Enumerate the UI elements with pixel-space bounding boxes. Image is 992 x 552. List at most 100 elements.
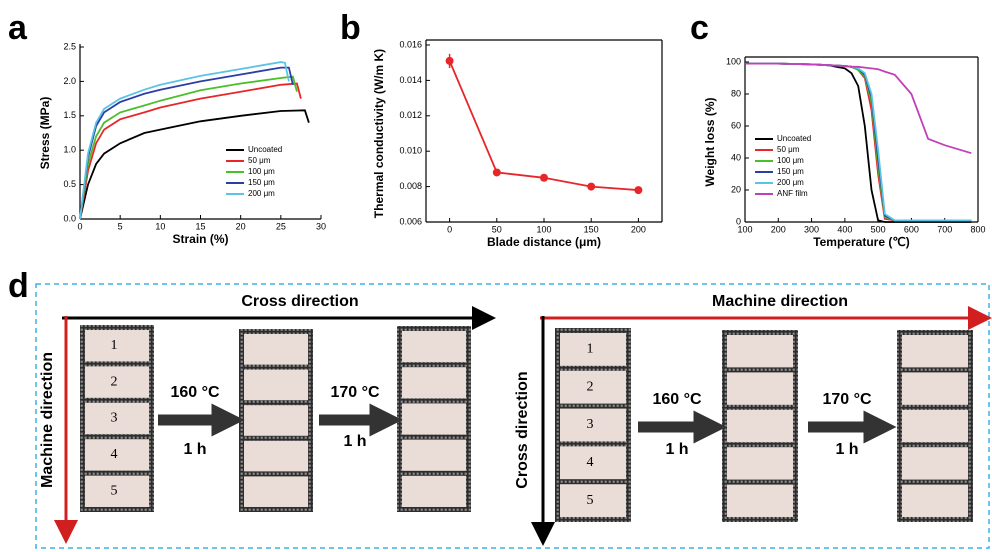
step-temperature: 170 °C	[822, 391, 872, 408]
y-axis-label: Thermal conductivity (W/m K)	[372, 49, 386, 218]
x-tick-label: 25	[276, 221, 286, 231]
legend-label: 100 μm	[248, 167, 275, 176]
step-temperature: 170 °C	[330, 384, 380, 401]
y-tick-label: 40	[731, 152, 741, 162]
y-tick-label: 0.016	[399, 39, 422, 49]
sample-number: 4	[111, 447, 118, 462]
x-axis-label: Strain (%)	[172, 232, 228, 246]
x-tick-label: 0	[77, 221, 82, 231]
series-line	[79, 75, 298, 220]
point	[445, 56, 454, 65]
step-time: 1 h	[665, 441, 688, 458]
panel-label: a	[8, 9, 28, 47]
y-tick-label: 1.0	[63, 145, 76, 155]
sample-number: 1	[111, 338, 118, 353]
x-tick-label: 600	[904, 224, 919, 234]
x-tick-label: 0	[447, 224, 452, 234]
panel-d-frame	[35, 283, 990, 549]
x-tick-label: 15	[195, 221, 205, 231]
panel-label: d	[8, 267, 29, 305]
point	[634, 186, 643, 195]
sample-number: 5	[587, 493, 594, 508]
legend-label: 150 μm	[777, 167, 804, 176]
y-tick-label: 100	[726, 56, 741, 66]
y-tick-label: 0	[736, 216, 741, 226]
step-temperature: 160 °C	[170, 384, 220, 401]
series-line	[448, 60, 639, 191]
sample-cell	[727, 372, 793, 405]
x-tick-label: 500	[871, 224, 886, 234]
sample-cell	[85, 402, 149, 435]
sample-number: 2	[111, 374, 118, 389]
sample-cell	[727, 335, 793, 368]
series-line	[745, 62, 972, 155]
x-tick-label: 200	[771, 224, 786, 234]
legend-label: 150 μm	[248, 178, 275, 187]
x-tick-label: 800	[970, 224, 985, 234]
y-tick-label: 60	[731, 120, 741, 130]
y-tick-label: 2.0	[63, 76, 76, 86]
y-tick-label: 0.0	[63, 213, 76, 223]
series-line	[79, 109, 310, 220]
sample-cell	[85, 366, 149, 398]
y-tick-label: 20	[731, 184, 741, 194]
sample-cell	[902, 409, 968, 443]
sample-cell	[902, 447, 968, 480]
y-axis-label: Weight loss (%)	[703, 97, 717, 186]
legend-label: 50 μm	[777, 145, 800, 154]
series-line	[79, 61, 290, 220]
x-tick-label: 300	[804, 224, 819, 234]
sample-cell	[560, 446, 626, 480]
sample-cell	[560, 333, 626, 366]
x-tick-label: 30	[316, 221, 326, 231]
sample-number: 5	[111, 484, 118, 499]
sample-number: 3	[587, 417, 594, 432]
sample-cell	[402, 331, 466, 363]
sample-cell	[244, 440, 308, 472]
panel-label: b	[340, 9, 361, 47]
y-tick-label: 0.010	[399, 146, 422, 156]
sample-number: 1	[587, 342, 594, 357]
y-tick-label: 0.5	[63, 179, 76, 189]
sample-cell	[402, 439, 466, 471]
sample-cell	[244, 369, 308, 401]
legend-label: 100 μm	[777, 156, 804, 165]
point	[587, 182, 596, 191]
sample-number: 4	[587, 455, 594, 470]
y-tick-label: 0.012	[399, 110, 422, 120]
sample-cell	[727, 409, 793, 443]
sample-cell	[85, 439, 149, 471]
y-tick-label: 0.006	[399, 216, 422, 226]
point	[540, 173, 548, 182]
sample-cell	[244, 334, 308, 365]
panel-label: c	[690, 9, 709, 47]
y-tick-label: 80	[731, 88, 741, 98]
x-axis-label: Temperature (℃)	[813, 235, 910, 249]
sample-number: 2	[587, 379, 594, 394]
x-tick-label: 100	[536, 224, 551, 234]
sample-cell	[727, 484, 793, 517]
direction-label: Machine direction	[712, 293, 848, 310]
direction-label: Cross direction	[514, 371, 531, 488]
direction-label: Cross direction	[241, 293, 358, 310]
sample-cell	[902, 335, 968, 368]
step-time: 1 h	[183, 441, 206, 458]
y-tick-label: 0.008	[399, 181, 422, 191]
sample-cell	[560, 408, 626, 442]
legend-label: 50 μm	[248, 156, 271, 165]
sample-cell	[244, 405, 308, 436]
sample-cell	[560, 484, 626, 517]
x-tick-label: 5	[118, 221, 123, 231]
x-tick-label: 100	[737, 224, 752, 234]
sample-cell	[727, 447, 793, 480]
x-tick-label: 400	[837, 224, 852, 234]
x-tick-label: 700	[937, 224, 952, 234]
x-tick-label: 150	[584, 224, 599, 234]
series-line	[79, 82, 302, 220]
sample-cell	[402, 403, 466, 435]
y-tick-label: 0.014	[399, 75, 422, 85]
sample-cell	[402, 367, 466, 399]
sample-cell	[902, 484, 968, 517]
step-time: 1 h	[343, 433, 366, 450]
